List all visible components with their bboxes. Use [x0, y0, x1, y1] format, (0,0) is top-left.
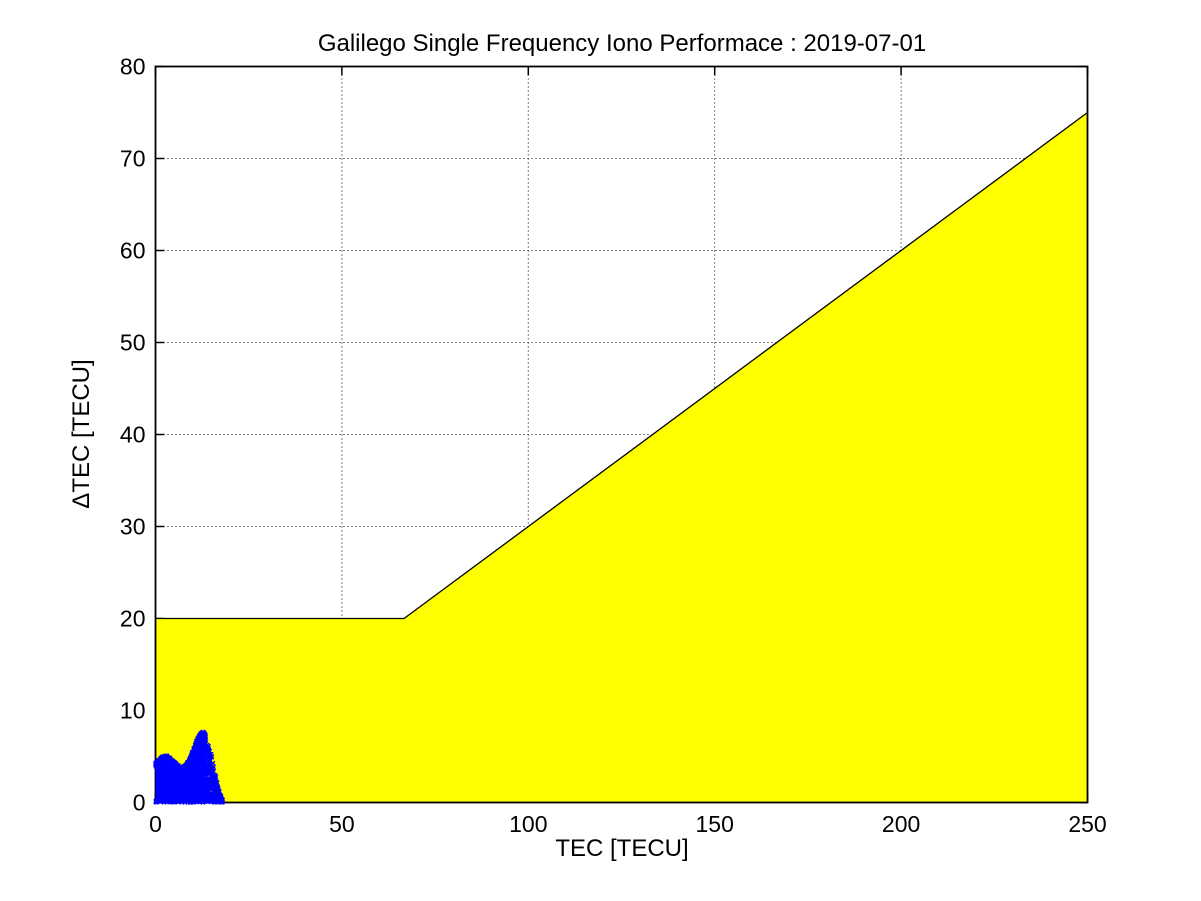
y-axis-label: ΔTEC [TECU] — [68, 359, 95, 509]
threshold-region — [155, 112, 1088, 803]
y-tick-label: 50 — [119, 329, 146, 355]
y-tick-label: 20 — [119, 605, 146, 631]
y-tick-label: 40 — [119, 421, 146, 447]
scatter-cluster — [153, 729, 225, 805]
threshold-boundary-line — [155, 111, 1088, 620]
y-tick-label: 30 — [119, 513, 146, 539]
x-tick-label: 50 — [329, 810, 355, 837]
y-tick-label: 60 — [119, 237, 146, 263]
x-tick-label: 250 — [1068, 810, 1107, 837]
x-tick-label: 200 — [881, 810, 921, 837]
chart-title: Galilego Single Frequency Iono Performac… — [317, 30, 927, 57]
y-tick-label: 10 — [119, 697, 146, 723]
x-tick-label: 100 — [509, 810, 548, 837]
x-axis-label: TEC [TECU] — [555, 835, 689, 862]
x-tick-label: 150 — [695, 810, 734, 837]
y-tick-label: 0 — [132, 789, 146, 815]
axes-box — [154, 65, 1089, 804]
y-tick-label: 80 — [119, 53, 146, 79]
x-tick-label: 0 — [149, 810, 162, 837]
y-tick-label: 70 — [119, 145, 146, 171]
